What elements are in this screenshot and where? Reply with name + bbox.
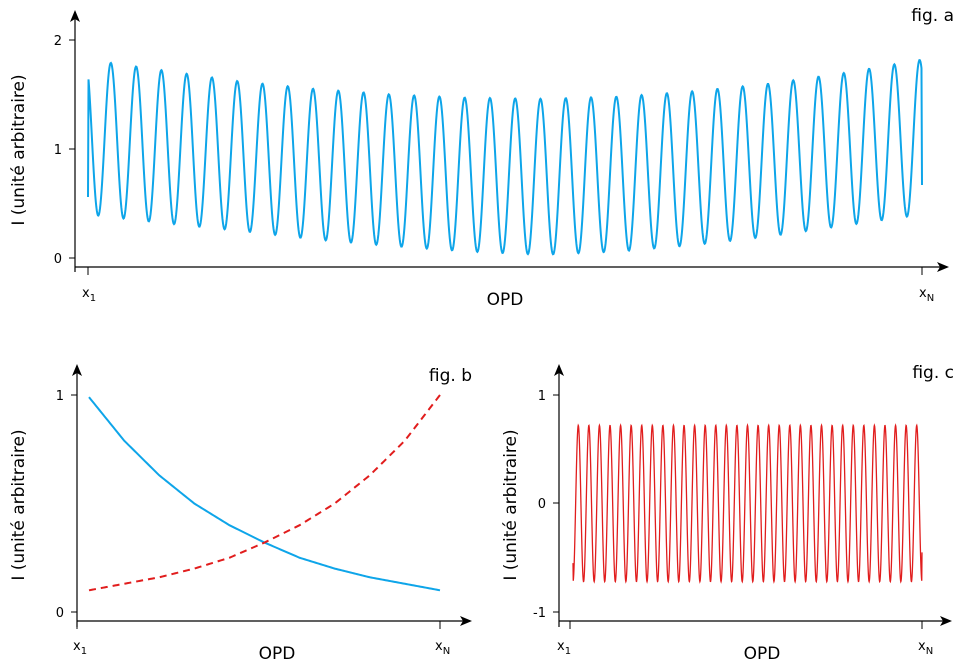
panel-b-figure-label: fig. b <box>429 366 472 386</box>
panel-a-figure-label: fig. a <box>911 6 954 26</box>
panel-a-series-interferogram <box>87 59 923 256</box>
panel-a-x-tick-label-first: x1 <box>82 286 96 304</box>
panel-b-x-tick-label-last: xN <box>435 639 450 657</box>
panel-a-x-tick-label-last: xN <box>919 286 934 304</box>
panel-b-x-tick-label-first: x1 <box>73 639 87 657</box>
panel-a-y-tick-label-2: 2 <box>54 34 62 49</box>
panel-b: 0 1 x1 xN OPD I (unité arbitraire) fig. … <box>9 364 472 664</box>
panel-b-y-tick-label-0: 0 <box>56 606 64 621</box>
panel-c-series-oscillation <box>572 423 923 584</box>
panel-c-x-tick-label-last: xN <box>918 639 933 657</box>
panel-c-y-axis-label: I (unité arbitraire) <box>501 429 521 580</box>
panel-a-y-axis-label: I (unité arbitraire) <box>9 74 29 225</box>
panel-b-y-tick-label-1: 1 <box>56 389 64 404</box>
panel-c-x-axis-label: OPD <box>744 644 781 664</box>
panel-b-series-decreasing <box>88 396 441 592</box>
panel-b-series-increasing-dashed <box>88 394 441 592</box>
panel-a-y-tick-label-1: 1 <box>54 143 62 158</box>
panel-a-x-axis-label: OPD <box>487 290 524 310</box>
panel-c: -1 0 1 x1 xN OPD I (unité arbitraire) fi… <box>501 363 954 664</box>
panel-c-figure-label: fig. c <box>912 363 954 383</box>
panel-b-x-axis-label: OPD <box>259 644 296 664</box>
panel-b-y-axis-label: I (unité arbitraire) <box>9 429 29 580</box>
panel-c-y-tick-label-1: 1 <box>538 389 546 404</box>
panel-c-y-tick-label-0: 0 <box>538 497 546 512</box>
panel-a: 0 1 2 x1 xN OPD I (unité arbitraire) fig… <box>9 6 954 310</box>
panel-a-y-tick-label-0: 0 <box>54 252 62 267</box>
panel-c-x-tick-label-first: x1 <box>557 639 571 657</box>
panel-c-y-tick-label-neg1: -1 <box>533 606 546 621</box>
